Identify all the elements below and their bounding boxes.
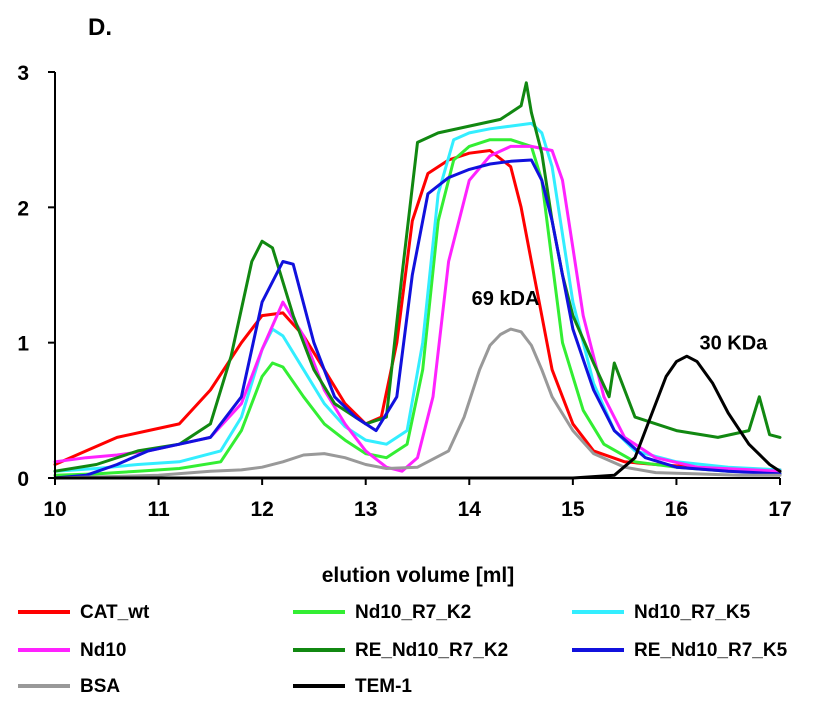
y-tick-label: 0 — [17, 468, 29, 491]
x-tick-label: 17 — [768, 498, 791, 521]
x-axis-label: elution volume [ml] — [322, 564, 515, 587]
legend-label-re-nd10-r7-k2: RE_Nd10_R7_K2 — [355, 640, 508, 661]
x-tick-label: 14 — [458, 498, 482, 521]
x-tick-label: 13 — [354, 498, 377, 521]
x-tick-label: 11 — [147, 498, 170, 521]
series-line-nd10-r7-k5 — [53, 121, 782, 473]
series-line-nd10-r7-k2 — [53, 138, 782, 477]
annotation-label: 69 kDA — [472, 288, 540, 310]
legend: CAT_wt Nd10_R7_K2 Nd10_R7_K5 Nd10 RE_Nd10_R7… — [18, 602, 788, 697]
x-tick-label: 12 — [250, 498, 273, 521]
x-tick-label: 10 — [43, 498, 66, 521]
legend-label-nd10: Nd10 — [80, 640, 126, 661]
series-line-re-nd10-r7-k5 — [53, 158, 782, 480]
legend-label-re-nd10-r7-k5: RE_Nd10_R7_K5 — [634, 640, 788, 661]
series-layer — [53, 81, 782, 480]
series-line-bsa — [53, 327, 782, 480]
series-line-nd10 — [53, 144, 782, 473]
x-tick-label: 16 — [665, 498, 688, 521]
y-tick-label: 3 — [17, 62, 29, 85]
legend-label-bsa: BSA — [80, 676, 120, 697]
series-line-re-nd10-r7-k2 — [53, 81, 782, 473]
y-tick-label: 2 — [17, 197, 29, 220]
legend-label-nd10-r7-k2: Nd10_R7_K2 — [355, 602, 471, 623]
legend-label-nd10-r7-k5: Nd10_R7_K5 — [634, 602, 751, 623]
panel-label: D. — [88, 14, 112, 41]
series-line-cat-wt — [53, 149, 782, 472]
y-tick-label: 1 — [17, 333, 29, 356]
annotation-label: 30 KDa — [699, 332, 768, 354]
legend-label-tem-1: TEM-1 — [355, 676, 412, 697]
annotation-layer: 69 kDA 30 KDa — [472, 288, 769, 355]
x-tick-label: 15 — [561, 498, 585, 521]
legend-label-cat-wt: CAT_wt — [80, 602, 150, 623]
